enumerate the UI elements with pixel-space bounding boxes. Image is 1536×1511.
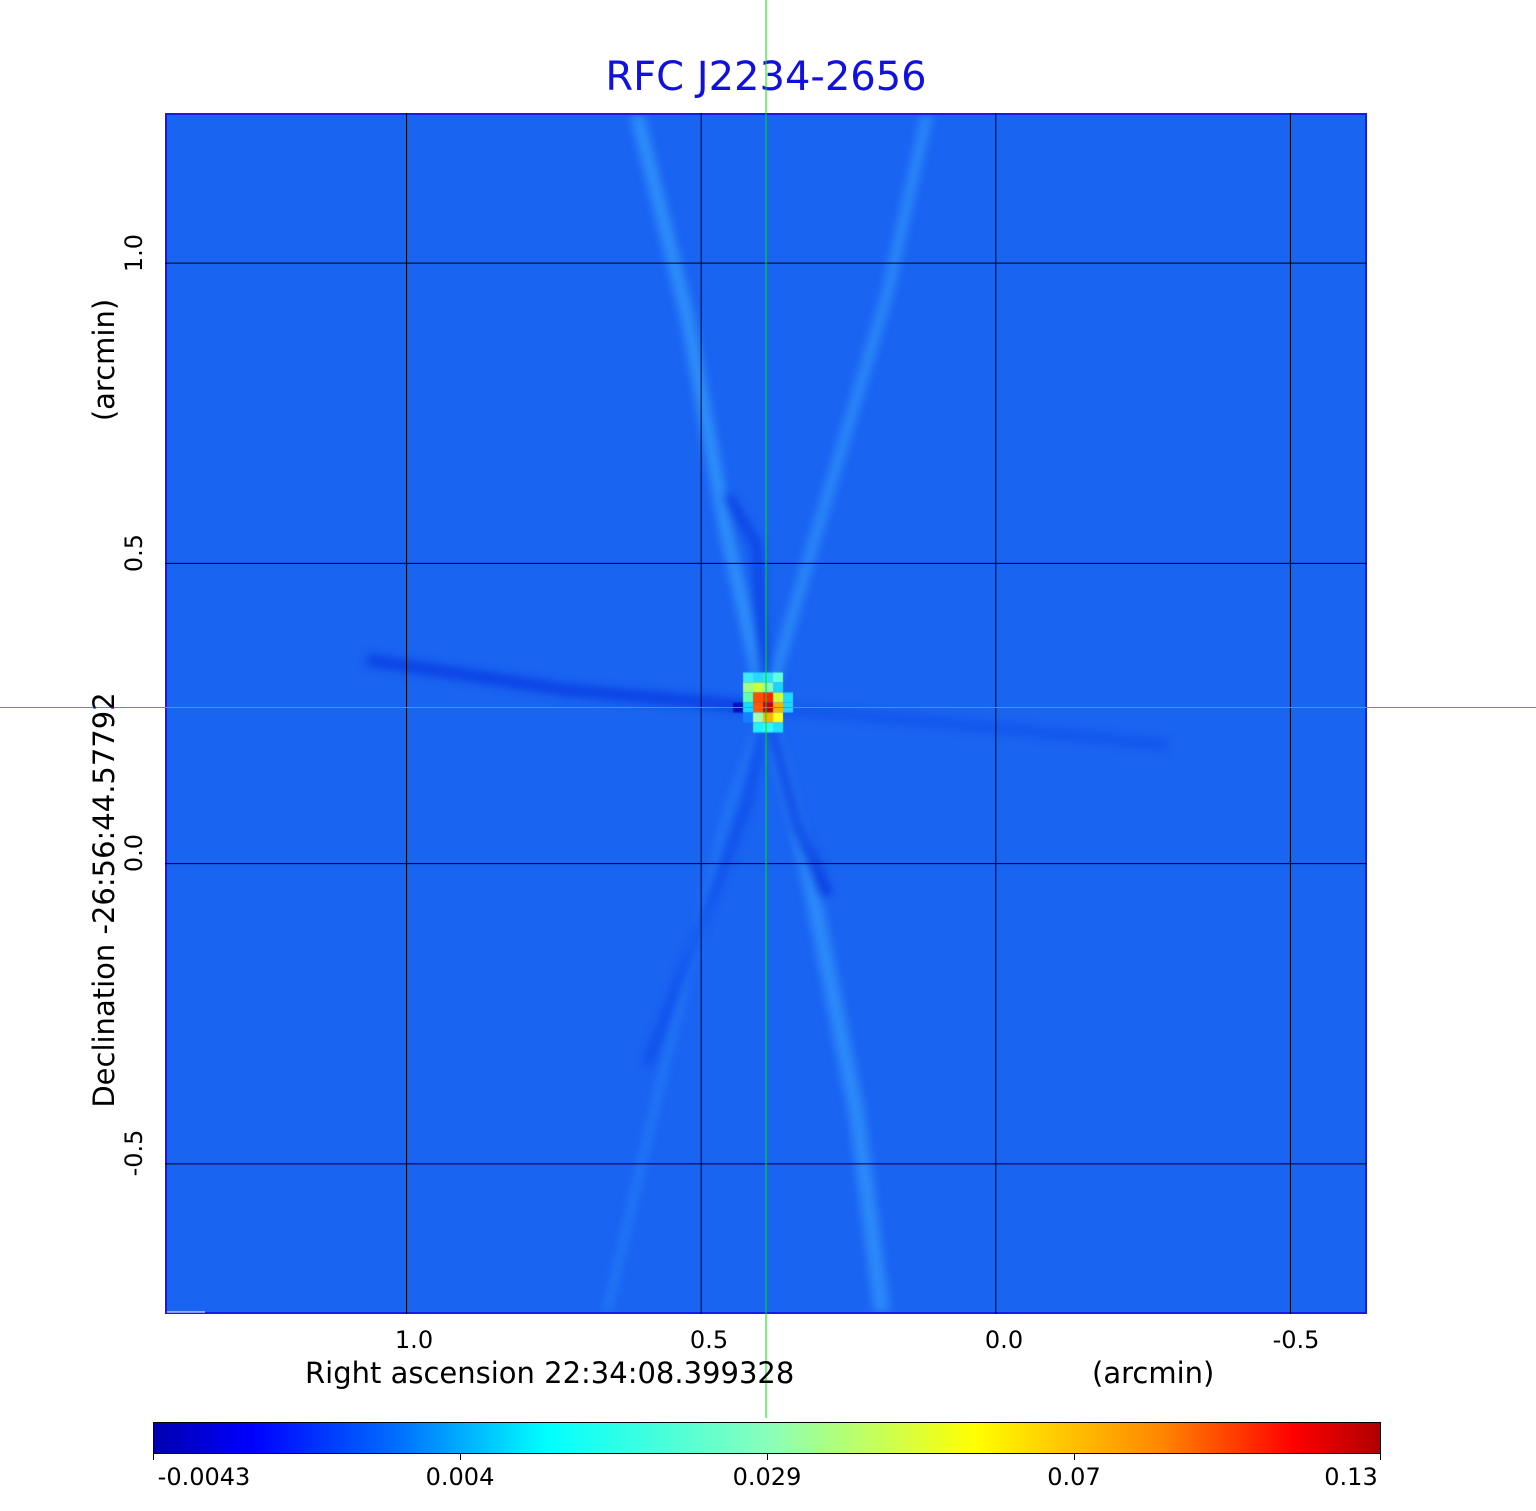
colorbar-tick — [1074, 1454, 1075, 1460]
colorbar-tick — [153, 1454, 154, 1460]
colorbar-tick — [460, 1454, 461, 1460]
y-tick-label: 0.5 — [120, 533, 148, 573]
y-tick-label: 0.0 — [120, 833, 148, 873]
y-tick-label: -0.5 — [120, 1129, 148, 1177]
x-tick-label: 1.0 — [394, 1326, 434, 1354]
colorbar-tick-label: 0.029 — [732, 1463, 802, 1491]
colorbar-tick — [767, 1454, 768, 1460]
x-axis-unit: (arcmin) — [1092, 1356, 1215, 1390]
colorbar-tick-label: 0.07 — [1047, 1463, 1101, 1491]
x-tick-label: -0.5 — [1272, 1326, 1320, 1354]
y-axis-unit: (arcmin) — [87, 298, 121, 422]
y-tick-label: 1.0 — [120, 233, 148, 273]
x-tick-label: 0.5 — [689, 1326, 729, 1354]
colorbar-tick-label: 0.004 — [425, 1463, 495, 1491]
colorbar — [153, 1422, 1381, 1454]
x-tick-label: 0.0 — [984, 1326, 1024, 1354]
y-axis-label: Declination -26:56:44.57792 — [87, 692, 121, 1108]
colorbar-tick — [1380, 1454, 1381, 1460]
x-axis-label: Right ascension 22:34:08.399328 — [305, 1356, 795, 1390]
colorbar-tick-label: -0.0043 — [157, 1463, 251, 1491]
colorbar-tick-label: 0.13 — [1324, 1463, 1378, 1491]
